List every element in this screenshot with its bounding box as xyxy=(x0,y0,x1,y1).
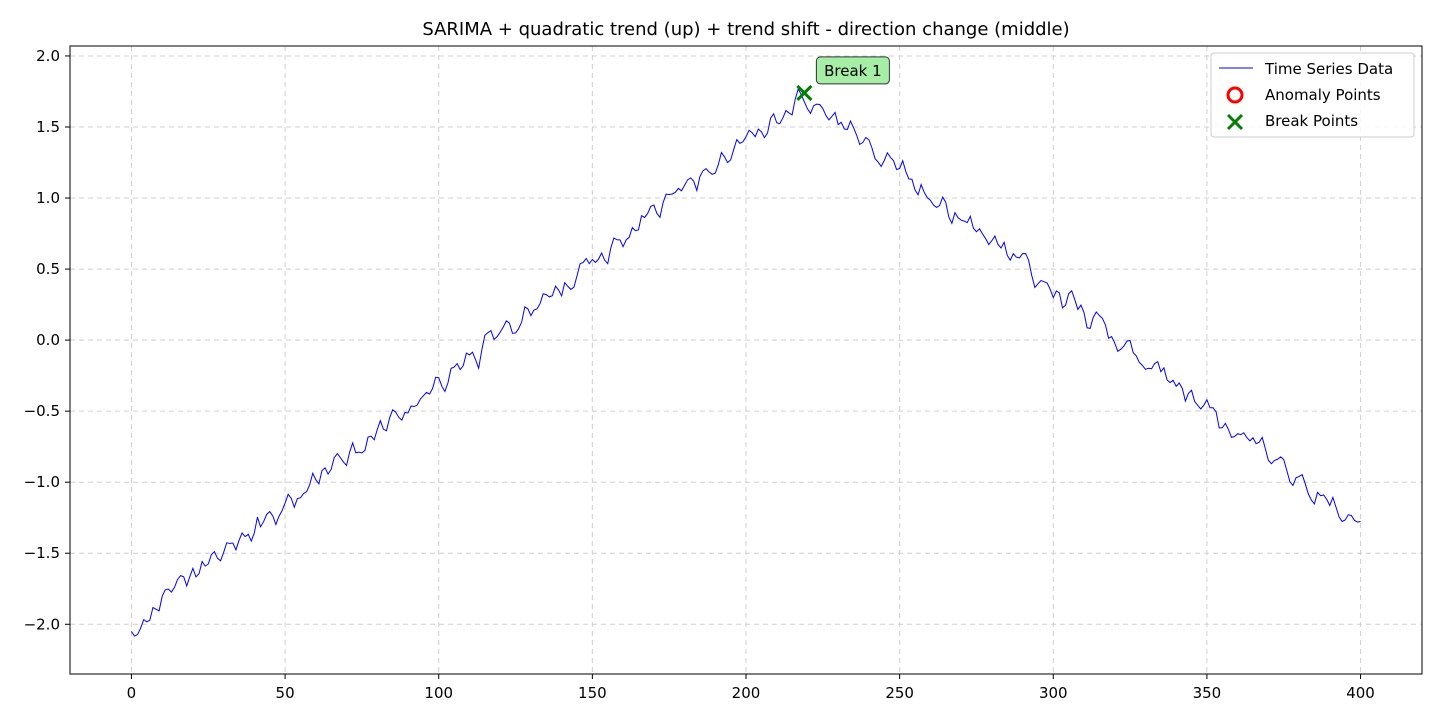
break-point-marker xyxy=(796,84,813,101)
break-marker-icon xyxy=(1226,113,1244,131)
y-tick-label: −2.0 xyxy=(24,615,60,633)
anomaly-marker-icon xyxy=(1226,86,1244,104)
y-tick-label: −1.0 xyxy=(24,473,60,491)
x-tick-label: 350 xyxy=(1193,684,1222,702)
series-layer xyxy=(131,87,1361,637)
x-tick-label: 200 xyxy=(732,684,761,702)
x-tick-label: 0 xyxy=(127,684,137,702)
x-tick-label: 300 xyxy=(1039,684,1068,702)
y-tick-label: 2.0 xyxy=(36,47,60,65)
break-layer: Break 1 xyxy=(796,56,890,101)
x-tick-label: 400 xyxy=(1346,684,1375,702)
y-tick-label: 1.0 xyxy=(36,189,60,207)
series-line xyxy=(131,87,1361,637)
x-tick-label: 250 xyxy=(885,684,914,702)
legend-label-series: Time Series Data xyxy=(1264,60,1393,78)
chart-title: SARIMA + quadratic trend (up) + trend sh… xyxy=(422,19,1069,40)
y-tick-label: 1.5 xyxy=(36,118,60,136)
grid xyxy=(70,46,1422,674)
legend: Time Series Data Anomaly Points Break Po… xyxy=(1210,52,1415,138)
x-axis: 0 50 100 150 200 250 300 350 400 xyxy=(127,674,1375,702)
break-marker-stroke xyxy=(796,84,813,101)
y-axis: −2.0 −1.5 −1.0 −0.5 0.0 0.5 1.0 1.5 2.0 xyxy=(24,47,70,633)
legend-label-break: Break Points xyxy=(1265,112,1358,130)
legend-label-anomaly: Anomaly Points xyxy=(1265,86,1381,104)
y-tick-label: 0.5 xyxy=(36,260,60,278)
y-tick-label: −0.5 xyxy=(24,402,60,420)
x-tick-label: 150 xyxy=(578,684,607,702)
y-tick-label: −1.5 xyxy=(24,544,60,562)
break-annotation-label: Break 1 xyxy=(824,62,882,80)
x-tick-label: 50 xyxy=(276,684,295,702)
y-tick-label: 0.0 xyxy=(36,331,60,349)
legend-box xyxy=(1210,52,1415,138)
x-tick-label: 100 xyxy=(424,684,453,702)
break-annotation-box xyxy=(815,56,890,85)
